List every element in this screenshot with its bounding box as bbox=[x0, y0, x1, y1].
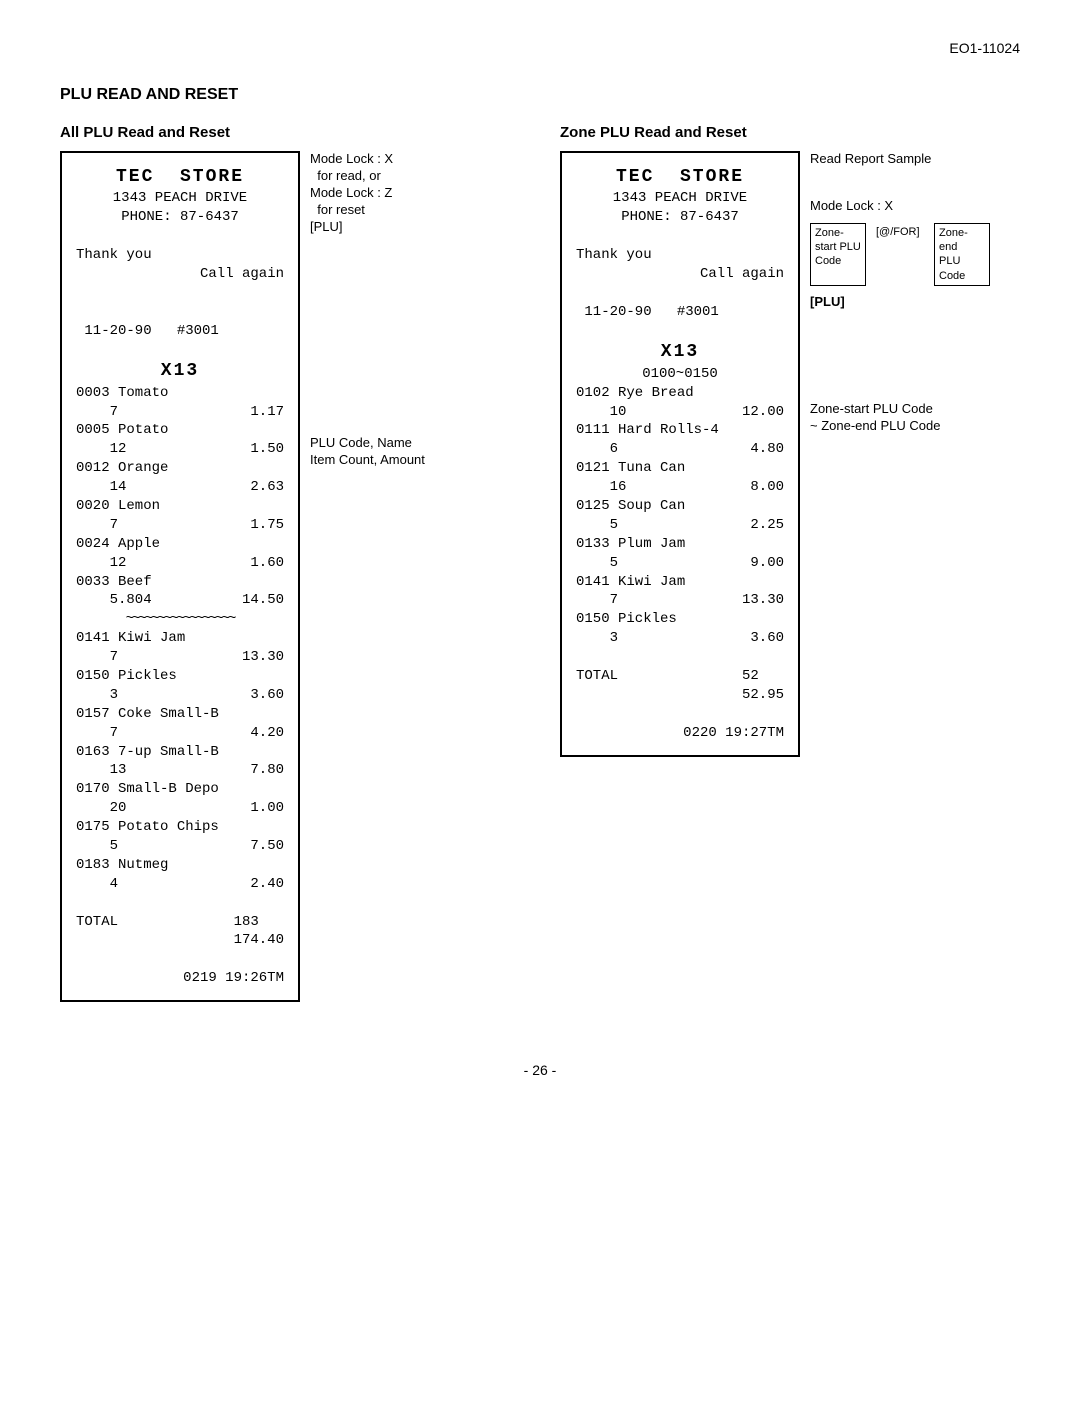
left-annotations: Mode Lock : X for read, or Mode Lock : Z… bbox=[310, 151, 425, 529]
annot-read-report: Read Report Sample bbox=[810, 151, 990, 168]
left-title: All PLU Read and Reset bbox=[60, 124, 520, 141]
zone-start-box: Zone- start PLU Code bbox=[810, 223, 866, 286]
annot-plu-key: [PLU] bbox=[810, 294, 990, 311]
annot-mode-lock: Mode Lock : X for read, or Mode Lock : Z… bbox=[310, 151, 425, 235]
annot-mode-lock-x: Mode Lock : X bbox=[810, 198, 990, 215]
right-receipt: TEC STORE1343 PEACH DRIVEPHONE: 87-6437 … bbox=[560, 151, 800, 757]
annot-plu-code: PLU Code, Name Item Count, Amount bbox=[310, 435, 425, 469]
zone-boxes: Zone- start PLU Code [@/FOR] Zone-end PL… bbox=[810, 223, 990, 286]
doc-id: EO1-11024 bbox=[60, 40, 1020, 56]
zone-end-box: Zone-end PLU Code bbox=[934, 223, 990, 286]
right-annotations: Read Report Sample Mode Lock : X Zone- s… bbox=[810, 151, 990, 435]
section-title: PLU READ AND RESET bbox=[60, 86, 1020, 104]
page-number: - 26 - bbox=[60, 1062, 1020, 1078]
at-for-box: [@/FOR] bbox=[872, 223, 928, 286]
annot-zone-range: Zone-start PLU Code ~ Zone-end PLU Code bbox=[810, 401, 990, 435]
left-receipt: TEC STORE1343 PEACH DRIVEPHONE: 87-6437 … bbox=[60, 151, 300, 1002]
right-column: Zone PLU Read and Reset TEC STORE1343 PE… bbox=[560, 124, 1020, 1002]
left-column: All PLU Read and Reset TEC STORE1343 PEA… bbox=[60, 124, 520, 1002]
right-title: Zone PLU Read and Reset bbox=[560, 124, 1020, 141]
columns: All PLU Read and Reset TEC STORE1343 PEA… bbox=[60, 124, 1020, 1002]
